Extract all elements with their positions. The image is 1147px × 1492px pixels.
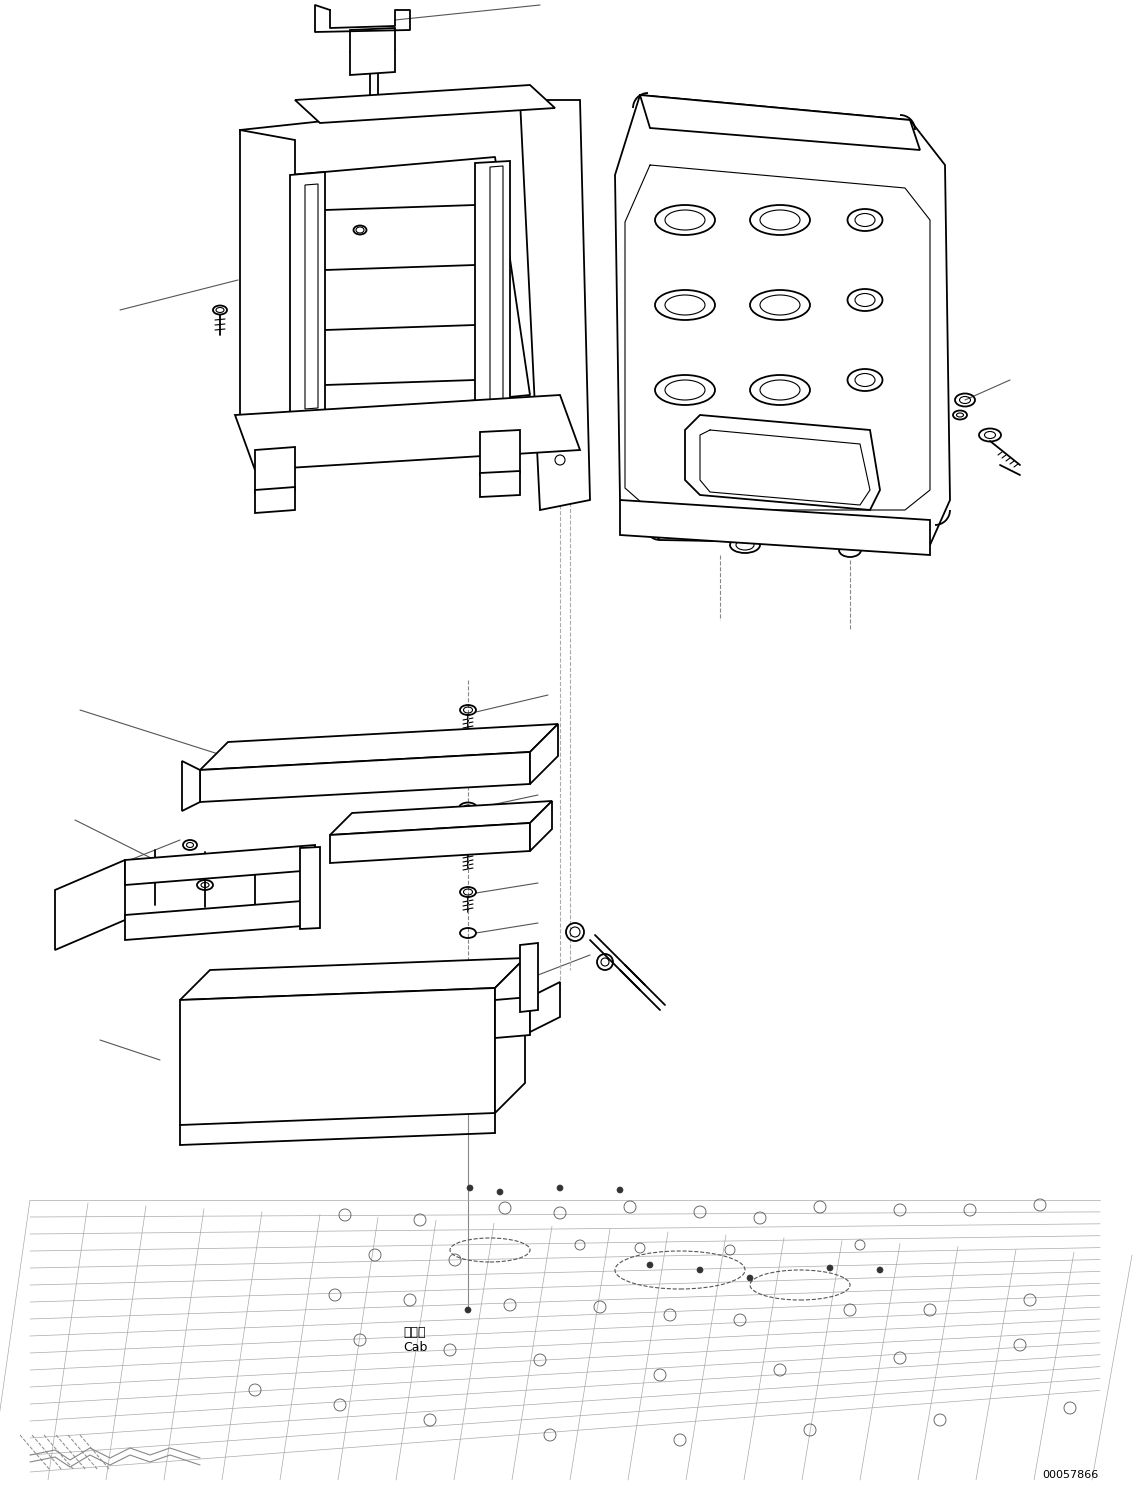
- Circle shape: [697, 1267, 703, 1273]
- Polygon shape: [301, 847, 320, 930]
- Polygon shape: [295, 85, 555, 122]
- Polygon shape: [530, 724, 557, 783]
- Polygon shape: [125, 844, 315, 885]
- Polygon shape: [330, 801, 552, 836]
- Polygon shape: [640, 95, 920, 151]
- Polygon shape: [305, 184, 318, 409]
- Polygon shape: [475, 161, 510, 406]
- Polygon shape: [685, 415, 880, 510]
- Polygon shape: [479, 430, 520, 474]
- Circle shape: [465, 1307, 471, 1313]
- Polygon shape: [255, 448, 295, 492]
- Polygon shape: [200, 724, 557, 770]
- Text: キャブ
Cab: キャブ Cab: [403, 1326, 427, 1355]
- Polygon shape: [125, 900, 315, 940]
- Circle shape: [747, 1276, 752, 1282]
- Polygon shape: [520, 943, 538, 1012]
- Polygon shape: [621, 500, 930, 555]
- Polygon shape: [530, 982, 560, 1032]
- Polygon shape: [496, 997, 530, 1038]
- Circle shape: [877, 1267, 883, 1273]
- Polygon shape: [240, 130, 295, 421]
- Polygon shape: [330, 824, 530, 862]
- Polygon shape: [180, 958, 525, 1000]
- Circle shape: [617, 1188, 623, 1194]
- Polygon shape: [255, 486, 295, 513]
- Polygon shape: [350, 28, 395, 75]
- Polygon shape: [615, 95, 950, 545]
- Circle shape: [827, 1265, 833, 1271]
- Polygon shape: [200, 752, 530, 803]
- Circle shape: [467, 1185, 473, 1191]
- Polygon shape: [182, 761, 200, 812]
- Polygon shape: [496, 958, 525, 1113]
- Text: 00057866: 00057866: [1041, 1470, 1098, 1480]
- Polygon shape: [520, 100, 590, 510]
- Polygon shape: [240, 100, 570, 455]
- Circle shape: [497, 1189, 504, 1195]
- Polygon shape: [479, 471, 520, 497]
- Circle shape: [647, 1262, 653, 1268]
- Polygon shape: [290, 172, 325, 418]
- Polygon shape: [490, 166, 504, 400]
- Polygon shape: [180, 988, 496, 1125]
- Polygon shape: [235, 395, 580, 470]
- Polygon shape: [55, 859, 125, 950]
- Circle shape: [557, 1185, 563, 1191]
- Polygon shape: [530, 801, 552, 850]
